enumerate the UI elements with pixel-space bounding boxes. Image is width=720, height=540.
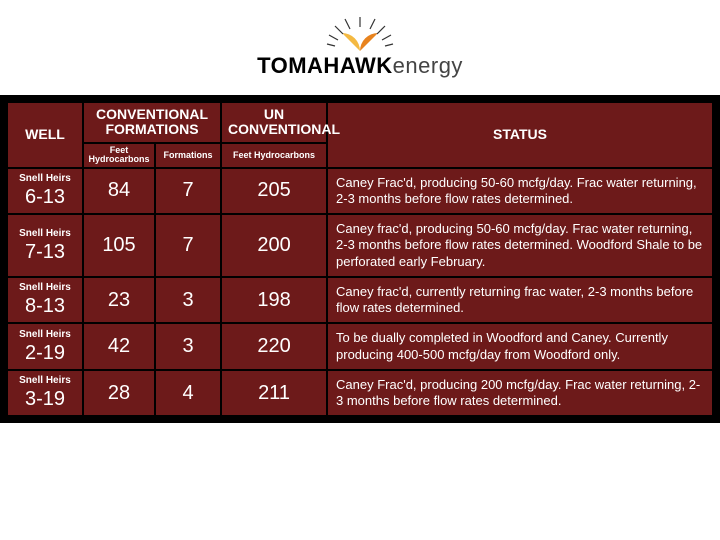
- feet-hc-cell: 28: [83, 370, 155, 417]
- header-row-1: WELL CONVENTIONAL FORMATIONS UN CONVENTI…: [7, 102, 713, 143]
- status-cell: Caney Frac'd, producing 50-60 mcfg/day. …: [327, 168, 713, 215]
- logo: TOMAHAWKenergy: [257, 16, 463, 79]
- hdr-conventional: CONVENTIONAL FORMATIONS: [83, 102, 221, 143]
- table-row: Snell Heirs 2-19 42 3 220 To be dually c…: [7, 323, 713, 370]
- table-row: Snell Heirs 7-13 105 7 200 Caney frac'd,…: [7, 214, 713, 277]
- formations-cell: 4: [155, 370, 221, 417]
- well-cell: Snell Heirs 7-13: [7, 214, 83, 277]
- unconv-feet-hc-cell: 220: [221, 323, 327, 370]
- feet-hc-cell: 105: [83, 214, 155, 277]
- well-cell: Snell Heirs 6-13: [7, 168, 83, 215]
- hdr-formations: Formations: [155, 143, 221, 168]
- feet-hc-cell: 42: [83, 323, 155, 370]
- logo-light: energy: [393, 53, 463, 78]
- well-number: 6-13: [10, 186, 80, 209]
- table-row: Snell Heirs 6-13 84 7 205 Caney Frac'd, …: [7, 168, 713, 215]
- logo-bold: TOMAHAWK: [257, 53, 393, 78]
- well-number: 2-19: [10, 342, 80, 365]
- well-cell: Snell Heirs 8-13: [7, 277, 83, 324]
- logo-text: TOMAHAWKenergy: [257, 53, 463, 79]
- status-cell: Caney frac'd, currently returning frac w…: [327, 277, 713, 324]
- hdr-status: STATUS: [327, 102, 713, 168]
- formations-cell: 7: [155, 214, 221, 277]
- table-row: Snell Heirs 3-19 28 4 211 Caney Frac'd, …: [7, 370, 713, 417]
- well-status-table: WELL CONVENTIONAL FORMATIONS UN CONVENTI…: [6, 101, 714, 417]
- well-prefix: Snell Heirs: [10, 329, 80, 340]
- well-prefix: Snell Heirs: [10, 228, 80, 239]
- unconv-feet-hc-cell: 198: [221, 277, 327, 324]
- unconv-feet-hc-cell: 200: [221, 214, 327, 277]
- well-prefix: Snell Heirs: [10, 282, 80, 293]
- feet-hc-cell: 84: [83, 168, 155, 215]
- unconv-feet-hc-cell: 211: [221, 370, 327, 417]
- table-container: WELL CONVENTIONAL FORMATIONS UN CONVENTI…: [0, 95, 720, 423]
- table-row: Snell Heirs 8-13 23 3 198 Caney frac'd, …: [7, 277, 713, 324]
- well-prefix: Snell Heirs: [10, 173, 80, 184]
- hdr-feet-hc: Feet Hydrocarbons: [83, 143, 155, 168]
- feet-hc-cell: 23: [83, 277, 155, 324]
- well-number: 3-19: [10, 388, 80, 411]
- well-number: 7-13: [10, 241, 80, 264]
- well-cell: Snell Heirs 2-19: [7, 323, 83, 370]
- status-cell: Caney Frac'd, producing 200 mcfg/day. Fr…: [327, 370, 713, 417]
- sun-icon: [325, 16, 395, 51]
- formations-cell: 3: [155, 323, 221, 370]
- formations-cell: 7: [155, 168, 221, 215]
- status-cell: Caney frac'd, producing 50-60 mcfg/day. …: [327, 214, 713, 277]
- well-cell: Snell Heirs 3-19: [7, 370, 83, 417]
- hdr-well: WELL: [7, 102, 83, 168]
- well-number: 8-13: [10, 295, 80, 318]
- hdr-unconventional: UN CONVENTIONAL: [221, 102, 327, 143]
- unconv-feet-hc-cell: 205: [221, 168, 327, 215]
- status-cell: To be dually completed in Woodford and C…: [327, 323, 713, 370]
- well-prefix: Snell Heirs: [10, 375, 80, 386]
- formations-cell: 3: [155, 277, 221, 324]
- logo-area: TOMAHAWKenergy: [0, 0, 720, 95]
- hdr-unconv-feet-hc: Feet Hydrocarbons: [221, 143, 327, 168]
